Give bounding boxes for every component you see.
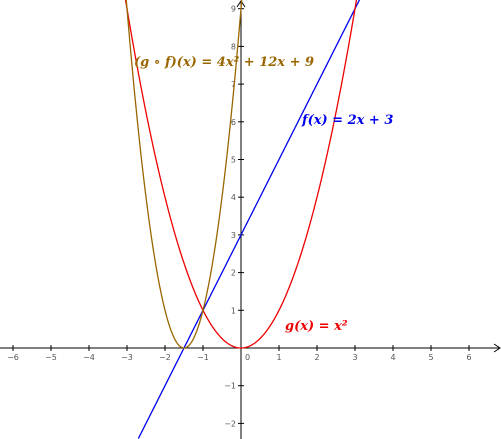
x-tick-label: 4 — [390, 353, 395, 362]
x-tick-label: −6 — [7, 353, 19, 362]
y-tick-label: 7 — [231, 80, 236, 89]
x-tick-label: −2 — [159, 353, 171, 362]
y-tick-label: 5 — [231, 156, 236, 165]
y-tick-label: 1 — [231, 306, 236, 315]
x-tick-label: 2 — [314, 353, 319, 362]
y-tick-label: 6 — [231, 118, 236, 127]
x-tick-label: −5 — [45, 353, 57, 362]
g-function-label: g(x) = x² — [285, 319, 348, 334]
tick-labels: −6 −5 −4 −3 −2 −1 0 1 2 3 4 5 6 −2 −1 1 2 3 4 5 6 7 8 9 — [7, 5, 471, 429]
tick-marks — [12, 8, 470, 424]
x-axis-arrow — [493, 343, 501, 353]
y-tick-label: −2 — [224, 419, 236, 428]
x-tick-label: −4 — [83, 353, 95, 362]
x-tick-label: −1 — [197, 353, 209, 362]
y-tick-label: −1 — [224, 382, 236, 391]
function-curves — [124, 0, 361, 439]
composite-function-label: (g ∘ f)(x) = 4x² + 12x + 9 — [134, 55, 314, 70]
y-tick-label: 3 — [231, 231, 236, 240]
y-tick-label: 2 — [231, 269, 236, 278]
composite-parabola — [125, 0, 243, 349]
g-parabola — [124, 0, 358, 349]
x-tick-label: 0 — [245, 353, 250, 362]
y-tick-label: 8 — [231, 42, 236, 51]
y-tick-label: 4 — [231, 193, 236, 202]
f-function-label: f(x) = 2x + 3 — [301, 113, 393, 128]
x-tick-label: 5 — [428, 353, 433, 362]
x-tick-label: 3 — [352, 353, 357, 362]
f-line — [137, 0, 361, 439]
x-tick-label: 6 — [466, 353, 471, 362]
function-labels: (g ∘ f)(x) = 4x² + 12x + 9 f(x) = 2x + 3… — [134, 55, 393, 334]
x-tick-label: −3 — [121, 353, 133, 362]
y-tick-label: 9 — [231, 5, 236, 14]
x-tick-label: 1 — [276, 353, 281, 362]
